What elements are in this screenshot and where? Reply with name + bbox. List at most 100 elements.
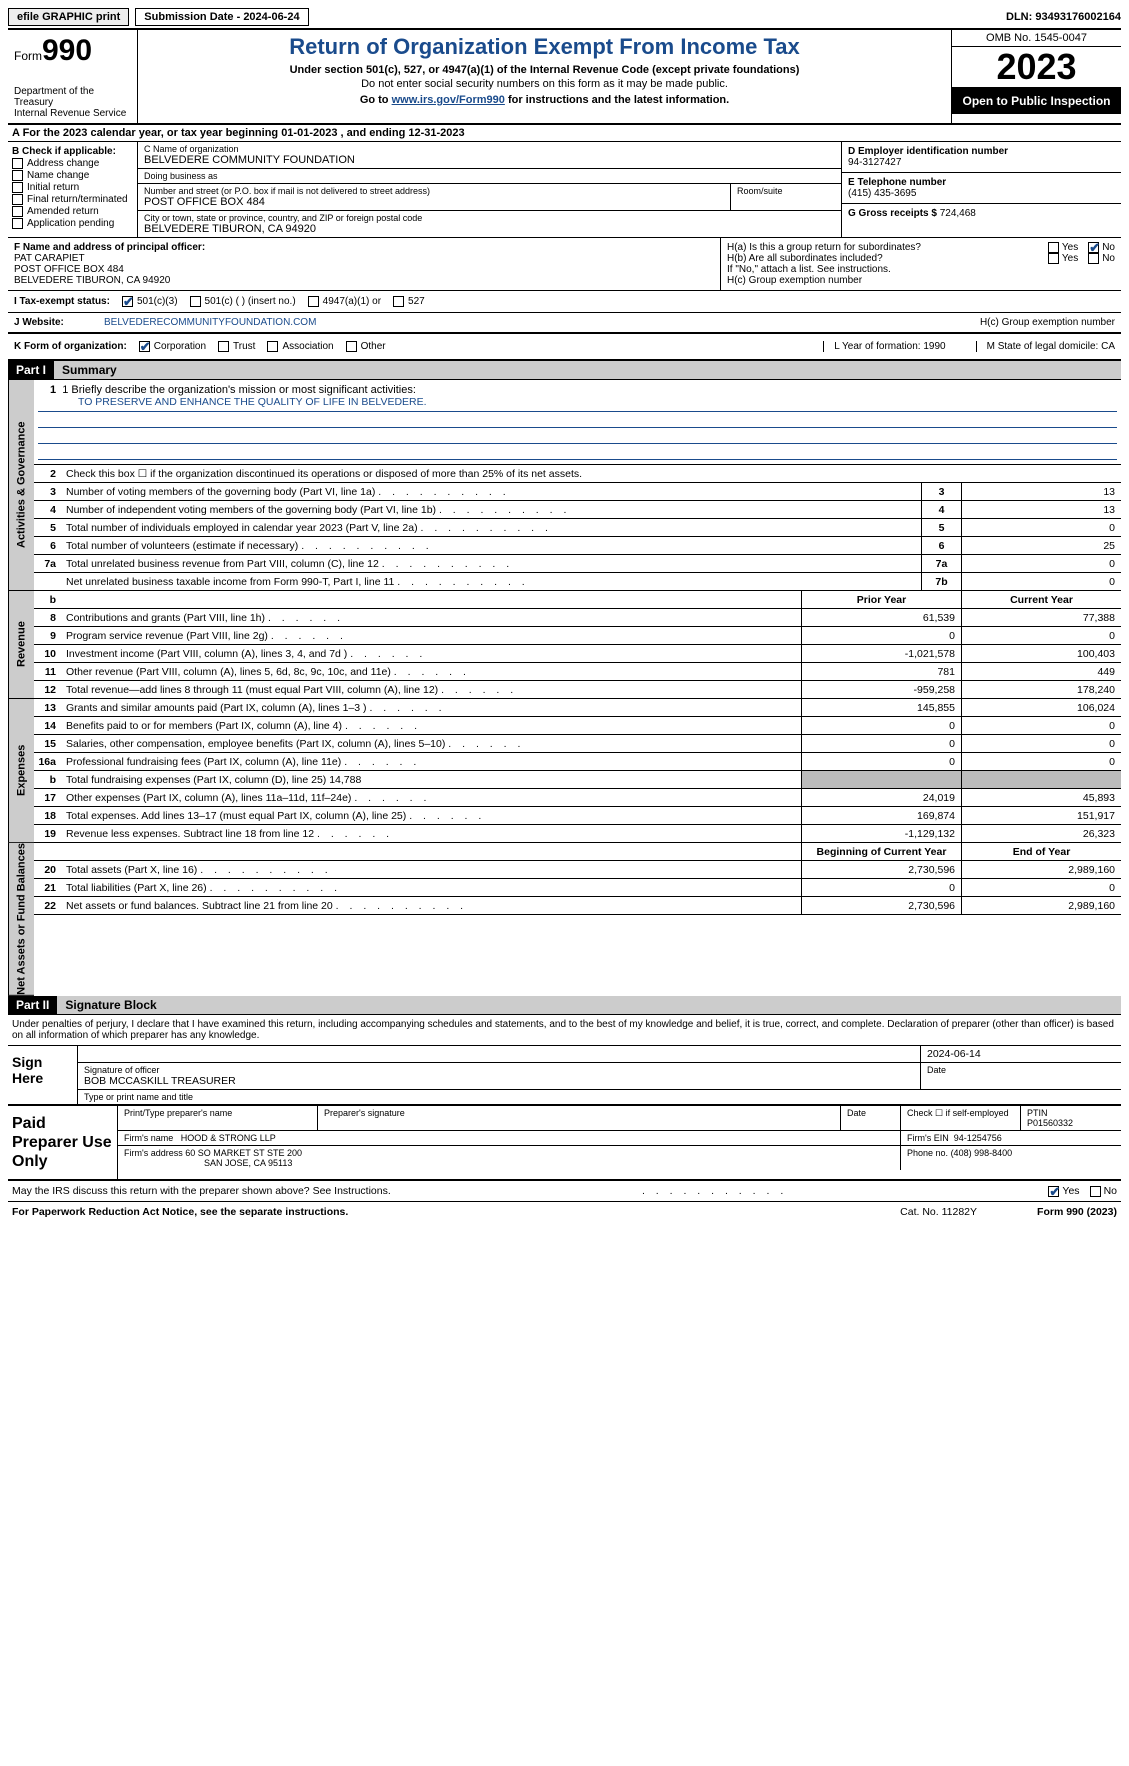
chk-initial-return[interactable] xyxy=(12,182,23,193)
form-header: Form990 Department of the TreasuryIntern… xyxy=(8,30,1121,125)
section-f-h: F Name and address of principal officer:… xyxy=(8,238,1121,291)
rev-line: 8Contributions and grants (Part VIII, li… xyxy=(34,609,1121,627)
chk-name-change[interactable] xyxy=(12,170,23,181)
gov-line: 4Number of independent voting members of… xyxy=(34,501,1121,519)
exp-line: 17Other expenses (Part IX, column (A), l… xyxy=(34,789,1121,807)
chk-app-pending[interactable] xyxy=(12,218,23,229)
row-a-period: A For the 2023 calendar year, or tax yea… xyxy=(8,125,1121,142)
summary-revenue: Revenue bPrior YearCurrent Year 8Contrib… xyxy=(8,591,1121,699)
tax-year: 2023 xyxy=(952,47,1121,88)
net-line: 20Total assets (Part X, line 16) . . . .… xyxy=(34,861,1121,879)
net-line: 21Total liabilities (Part X, line 26) . … xyxy=(34,879,1121,897)
city-state-zip: BELVEDERE TIBURON, CA 94920 xyxy=(144,223,835,235)
officer-signature: BOB MCCASKILL TREASURER xyxy=(84,1075,236,1087)
signature-block: Under penalties of perjury, I declare th… xyxy=(8,1015,1121,1203)
cat-no: Cat. No. 11282Y xyxy=(900,1206,977,1218)
ein: 94-3127427 xyxy=(848,157,1115,168)
form-title: Return of Organization Exempt From Incom… xyxy=(146,34,943,60)
dept-treasury: Department of the TreasuryInternal Reven… xyxy=(14,86,131,119)
gov-line: 2Check this box ☐ if the organization di… xyxy=(34,465,1121,483)
ptin: P01560332 xyxy=(1027,1118,1073,1128)
chk-501c3[interactable] xyxy=(122,296,133,307)
declaration: Under penalties of perjury, I declare th… xyxy=(8,1015,1121,1046)
dln: DLN: 93493176002164 xyxy=(1006,11,1121,23)
exp-line: 18Total expenses. Add lines 13–17 (must … xyxy=(34,807,1121,825)
chk-501c[interactable] xyxy=(190,296,201,307)
section-b-through-g: B Check if applicable: Address change Na… xyxy=(8,142,1121,238)
row-k-l-m: K Form of organization: Corporation Trus… xyxy=(8,334,1121,361)
box-c: C Name of organizationBELVEDERE COMMUNIT… xyxy=(138,142,841,237)
gov-line: 7aTotal unrelated business revenue from … xyxy=(34,555,1121,573)
end-year-hdr: End of Year xyxy=(961,843,1121,860)
form-number: Form990 xyxy=(14,34,131,68)
firm-phone: (408) 998-8400 xyxy=(951,1148,1013,1158)
sig-date: 2024-06-14 xyxy=(927,1048,1115,1060)
firm-name: HOOD & STRONG LLP xyxy=(181,1133,276,1143)
subtitle-1: Under section 501(c), 527, or 4947(a)(1)… xyxy=(146,64,943,76)
website-row: J Website: BELVEDERECOMMUNITYFOUNDATION.… xyxy=(8,313,1121,334)
hb-no[interactable] xyxy=(1088,253,1099,264)
chk-corp[interactable] xyxy=(139,341,150,352)
org-name: BELVEDERE COMMUNITY FOUNDATION xyxy=(144,154,835,166)
gov-line: 5Total number of individuals employed in… xyxy=(34,519,1121,537)
irs-link[interactable]: www.irs.gov/Form990 xyxy=(392,94,505,106)
exp-line: bTotal fundraising expenses (Part IX, co… xyxy=(34,771,1121,789)
state-domicile: M State of legal domicile: CA xyxy=(976,341,1115,352)
beg-year-hdr: Beginning of Current Year xyxy=(801,843,961,860)
vtab-governance: Activities & Governance xyxy=(8,380,34,591)
gov-line: 3Number of voting members of the governi… xyxy=(34,483,1121,501)
tax-exempt-status: I Tax-exempt status: 501(c)(3) 501(c) ( … xyxy=(8,291,1121,313)
vtab-netassets: Net Assets or Fund Balances xyxy=(8,843,34,996)
chk-assoc[interactable] xyxy=(267,341,278,352)
phone: (415) 435-3695 xyxy=(848,188,1115,199)
prior-year-hdr: Prior Year xyxy=(801,591,961,608)
officer-addr1: POST OFFICE BOX 484 xyxy=(14,264,714,275)
chk-amended[interactable] xyxy=(12,206,23,217)
firm-ein: 94-1254756 xyxy=(954,1133,1002,1143)
submission-date: Submission Date - 2024-06-24 xyxy=(135,8,308,26)
exp-line: 19Revenue less expenses. Subtract line 1… xyxy=(34,825,1121,843)
rev-line: 12Total revenue—add lines 8 through 11 (… xyxy=(34,681,1121,699)
vtab-expenses: Expenses xyxy=(8,699,34,843)
summary-expenses: Expenses 13Grants and similar amounts pa… xyxy=(8,699,1121,843)
efile-button[interactable]: efile GRAPHIC print xyxy=(8,8,129,26)
year-formation: L Year of formation: 1990 xyxy=(823,341,945,352)
chk-trust[interactable] xyxy=(218,341,229,352)
discuss-yes[interactable] xyxy=(1048,1186,1059,1197)
chk-4947[interactable] xyxy=(308,296,319,307)
omb-number: OMB No. 1545-0047 xyxy=(952,30,1121,47)
part-2-header: Part II Signature Block xyxy=(8,996,1121,1015)
hb-yes[interactable] xyxy=(1048,253,1059,264)
ha-no[interactable] xyxy=(1088,242,1099,253)
summary-governance: Activities & Governance 1 1 Briefly desc… xyxy=(8,380,1121,591)
chk-other[interactable] xyxy=(346,341,357,352)
chk-527[interactable] xyxy=(393,296,404,307)
top-bar: efile GRAPHIC print Submission Date - 20… xyxy=(8,8,1121,30)
exp-line: 14Benefits paid to or for members (Part … xyxy=(34,717,1121,735)
website-url[interactable]: BELVEDERECOMMUNITYFOUNDATION.COM xyxy=(104,317,316,328)
open-public: Open to Public Inspection xyxy=(952,88,1121,114)
discuss-no[interactable] xyxy=(1090,1186,1101,1197)
mission-text: TO PRESERVE AND ENHANCE THE QUALITY OF L… xyxy=(38,396,1117,412)
chk-final-return[interactable] xyxy=(12,194,23,205)
rev-line: 11Other revenue (Part VIII, column (A), … xyxy=(34,663,1121,681)
box-b: B Check if applicable: Address change Na… xyxy=(8,142,138,237)
ha-yes[interactable] xyxy=(1048,242,1059,253)
subtitle-2: Do not enter social security numbers on … xyxy=(146,78,943,90)
exp-line: 13Grants and similar amounts paid (Part … xyxy=(34,699,1121,717)
box-d-e-g: D Employer identification number94-31274… xyxy=(841,142,1121,237)
form-ref: Form 990 (2023) xyxy=(1037,1206,1117,1218)
street-address: POST OFFICE BOX 484 xyxy=(144,196,724,208)
rev-line: 10Investment income (Part VIII, column (… xyxy=(34,645,1121,663)
summary-netassets: Net Assets or Fund Balances Beginning of… xyxy=(8,843,1121,996)
sign-here-label: Sign Here xyxy=(8,1046,78,1104)
officer-name: PAT CARAPIET xyxy=(14,253,714,264)
discuss-question: May the IRS discuss this return with the… xyxy=(12,1185,391,1197)
chk-address-change[interactable] xyxy=(12,158,23,169)
gross-receipts: 724,468 xyxy=(940,208,976,219)
vtab-revenue: Revenue xyxy=(8,591,34,699)
rev-line: 9Program service revenue (Part VIII, lin… xyxy=(34,627,1121,645)
firm-addr2: SAN JOSE, CA 95113 xyxy=(204,1158,292,1168)
goto-line: Go to www.irs.gov/Form990 for instructio… xyxy=(146,94,943,106)
page-footer: For Paperwork Reduction Act Notice, see … xyxy=(8,1202,1121,1222)
